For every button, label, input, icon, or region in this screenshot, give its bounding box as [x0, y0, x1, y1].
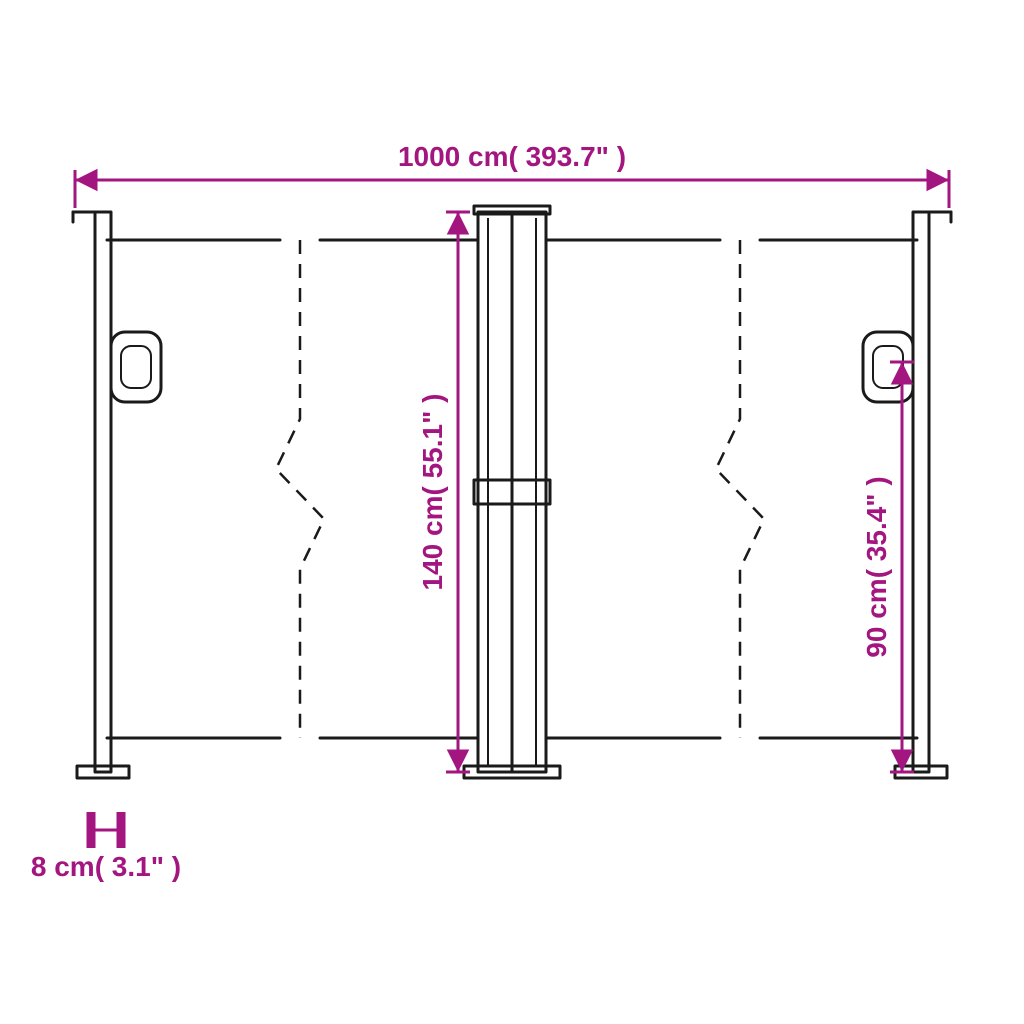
dim-label-panel-height: 140 cm( 55.1" )	[417, 394, 448, 591]
dimension-diagram: 1000 cm( 393.7" ) 8 cm( 3.1" ) 140 cm( 55.…	[0, 0, 1024, 1024]
dim-label-post-height: 90 cm( 35.4" )	[861, 476, 892, 657]
dim-label-total-width: 1000 cm( 393.7" )	[398, 141, 626, 172]
product-outline	[73, 206, 951, 778]
dim-label-post-depth: 8 cm( 3.1" )	[31, 851, 181, 882]
